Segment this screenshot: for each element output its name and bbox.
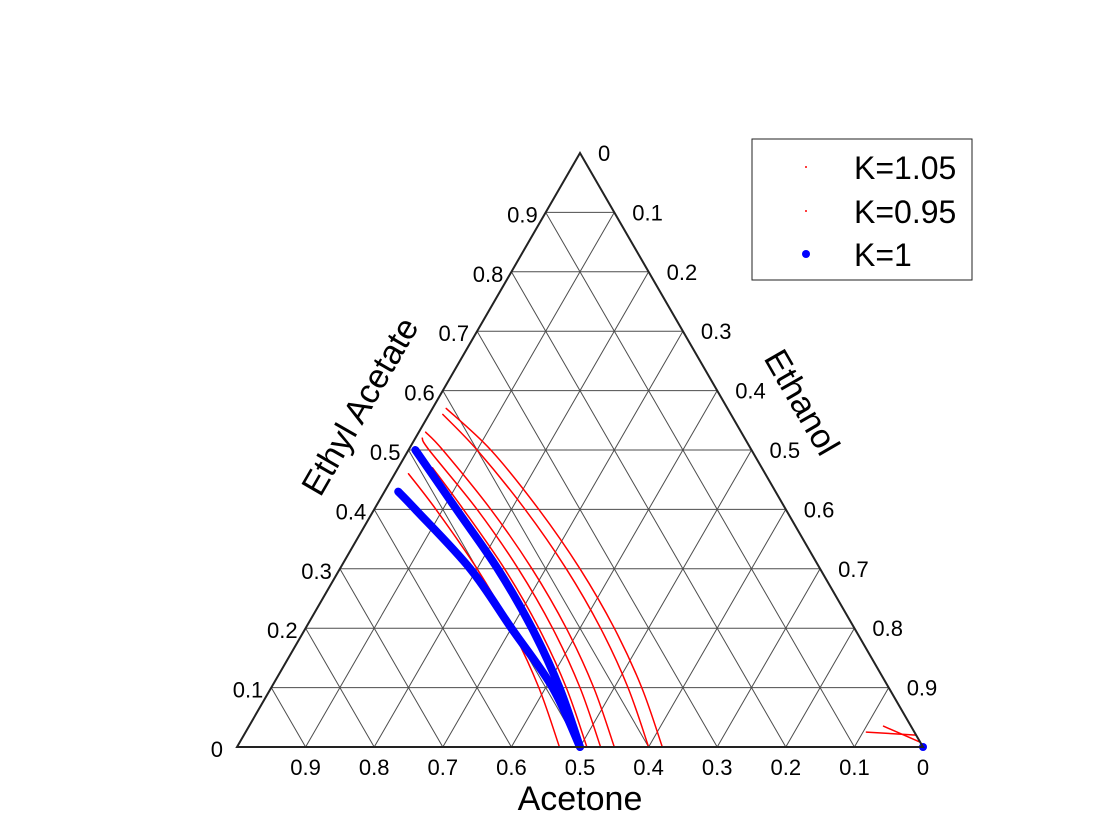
series-k095-curve [407, 473, 561, 748]
series-k1-curve [394, 487, 584, 751]
tick-label-ethyl-acetate: 0.5 [370, 440, 401, 465]
series-k1-curve [411, 446, 584, 751]
legend-label-k1: K=1 [854, 237, 912, 273]
tick-label-ethanol: 0.4 [735, 379, 766, 404]
grid-line-ethanol [853, 687, 890, 748]
tick-label-ethyl-acetate: 0.1 [233, 678, 264, 703]
data-curves [394, 407, 927, 751]
tick-label-ethanol: 0.8 [872, 616, 903, 641]
tick-labels: 0.9 0.8 0.7 0.6 0.5 0.4 0.3 0.2 0.1 0 0 0.1 0.2 0.3 0.… [211, 141, 938, 780]
grid-line-ethyl-acetate [270, 687, 307, 748]
grid-line-ethyl-acetate [339, 568, 444, 748]
tick-label-ethanol: 0.2 [667, 260, 698, 285]
grid-line-ethanol [648, 509, 787, 748]
grid-line-ethyl-acetate [476, 330, 718, 748]
tick-label-ethyl-acetate: 0.2 [267, 618, 298, 643]
legend-marker-k095 [805, 210, 807, 212]
tick-label-ethyl-acetate: 0.4 [336, 499, 367, 524]
tick-label-acetone: 0.8 [359, 755, 390, 780]
grid [270, 211, 890, 748]
legend-marker-k105 [805, 166, 807, 168]
tick-label-acetone: 0.2 [771, 755, 802, 780]
legend-marker-k1 [802, 250, 810, 258]
grid-line-ethyl-acetate [373, 509, 512, 748]
axis-title-acetone: Acetone [518, 780, 643, 818]
tick-label-ethyl-acetate: 0.6 [404, 381, 435, 406]
tick-label-ethyl-acetate: 0.8 [473, 262, 504, 287]
tick-label-ethyl-acetate: 0.3 [301, 559, 332, 584]
series-k095-curve [421, 437, 602, 748]
tick-label-ethanol: 0.3 [701, 319, 732, 344]
axis-title-ethyl-acetate: Ethyl Acetate [294, 311, 426, 502]
legend-label-k105: K=1.05 [854, 150, 956, 186]
tick-label-acetone: 0.1 [839, 755, 870, 780]
tick-label-ethanol: 0.1 [632, 200, 663, 225]
tick-label-acetone: 0.9 [290, 755, 321, 780]
legend-label-k095: K=0.95 [854, 194, 956, 230]
grid-line-ethanol [579, 449, 752, 748]
tick-label-ethyl-acetate: 0 [211, 737, 223, 762]
tick-label-acetone: 0.5 [565, 755, 596, 780]
legend: K=1.05 K=0.95 K=1 [751, 138, 973, 281]
grid-line-ethanol [785, 627, 855, 748]
tick-label-acetone: 0.4 [633, 755, 664, 780]
grid-line-ethyl-acetate [545, 212, 855, 748]
series-k105-curve [424, 431, 616, 748]
series-k105-curve [431, 467, 588, 748]
grid-line-ethyl-acetate [305, 627, 375, 748]
tick-label-ethyl-acetate: 0.7 [439, 321, 470, 346]
tick-label-ethanol: 0.7 [838, 557, 869, 582]
triangle-frame [235, 151, 925, 748]
tick-label-acetone: 0.7 [428, 755, 459, 780]
grid-line-ethanol [716, 568, 821, 748]
series-k105-curve [445, 407, 664, 748]
series-k095-curve [442, 413, 650, 748]
tick-label-ethanol: 0.6 [804, 497, 835, 522]
grid-line-ethanol [305, 212, 615, 748]
series-k095-curve [865, 731, 917, 736]
tick-label-acetone: 0.3 [702, 755, 733, 780]
tick-label-ethyl-acetate: 0.9 [507, 202, 538, 227]
tick-label-ethanol: 0 [598, 141, 610, 166]
grid-line-ethanol [442, 330, 684, 748]
legend-box [751, 138, 973, 281]
tick-label-acetone: 0 [917, 755, 929, 780]
tick-label-ethanol: 0.9 [907, 676, 938, 701]
tick-label-acetone: 0.6 [496, 755, 527, 780]
tick-label-ethanol: 0.5 [770, 438, 801, 463]
